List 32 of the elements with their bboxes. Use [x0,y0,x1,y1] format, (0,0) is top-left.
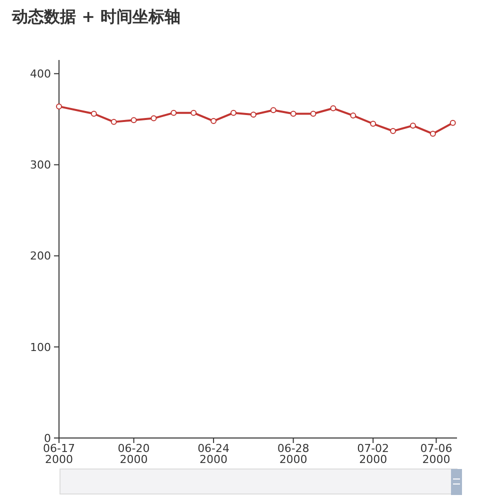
point [130,117,137,124]
point [390,128,396,134]
point [270,107,276,114]
point [56,103,62,110]
x-tick-label: 06-24 2000 [198,442,230,466]
point [90,110,97,117]
point [110,118,117,125]
point [190,110,197,116]
point [210,118,217,124]
x-tick-label: 06-28 2000 [277,442,310,466]
point [350,112,356,119]
point [310,110,316,117]
y-tick-label: 100 [30,340,51,354]
point [450,120,456,126]
x-tick-label: 06-20 2000 [118,442,150,466]
x-tick-label: 07-02 2000 [357,442,390,466]
y-tick-label: 0 [44,432,51,445]
point [250,112,256,118]
point [150,115,157,122]
chart-title: 动态数据 + 时间坐标轴 [11,7,181,26]
point [230,110,236,116]
point [170,110,177,116]
point [330,105,336,112]
point [430,130,436,137]
y-tick-label: 400 [30,68,51,81]
point [410,122,416,129]
y-tick-label: 200 [30,250,51,263]
x-tick-label: 06-17 2000 [43,442,75,466]
x-tick-label: 07-06 2000 [420,442,452,466]
y-tick-label: 300 [30,158,51,172]
point [290,110,296,117]
point [370,120,376,127]
